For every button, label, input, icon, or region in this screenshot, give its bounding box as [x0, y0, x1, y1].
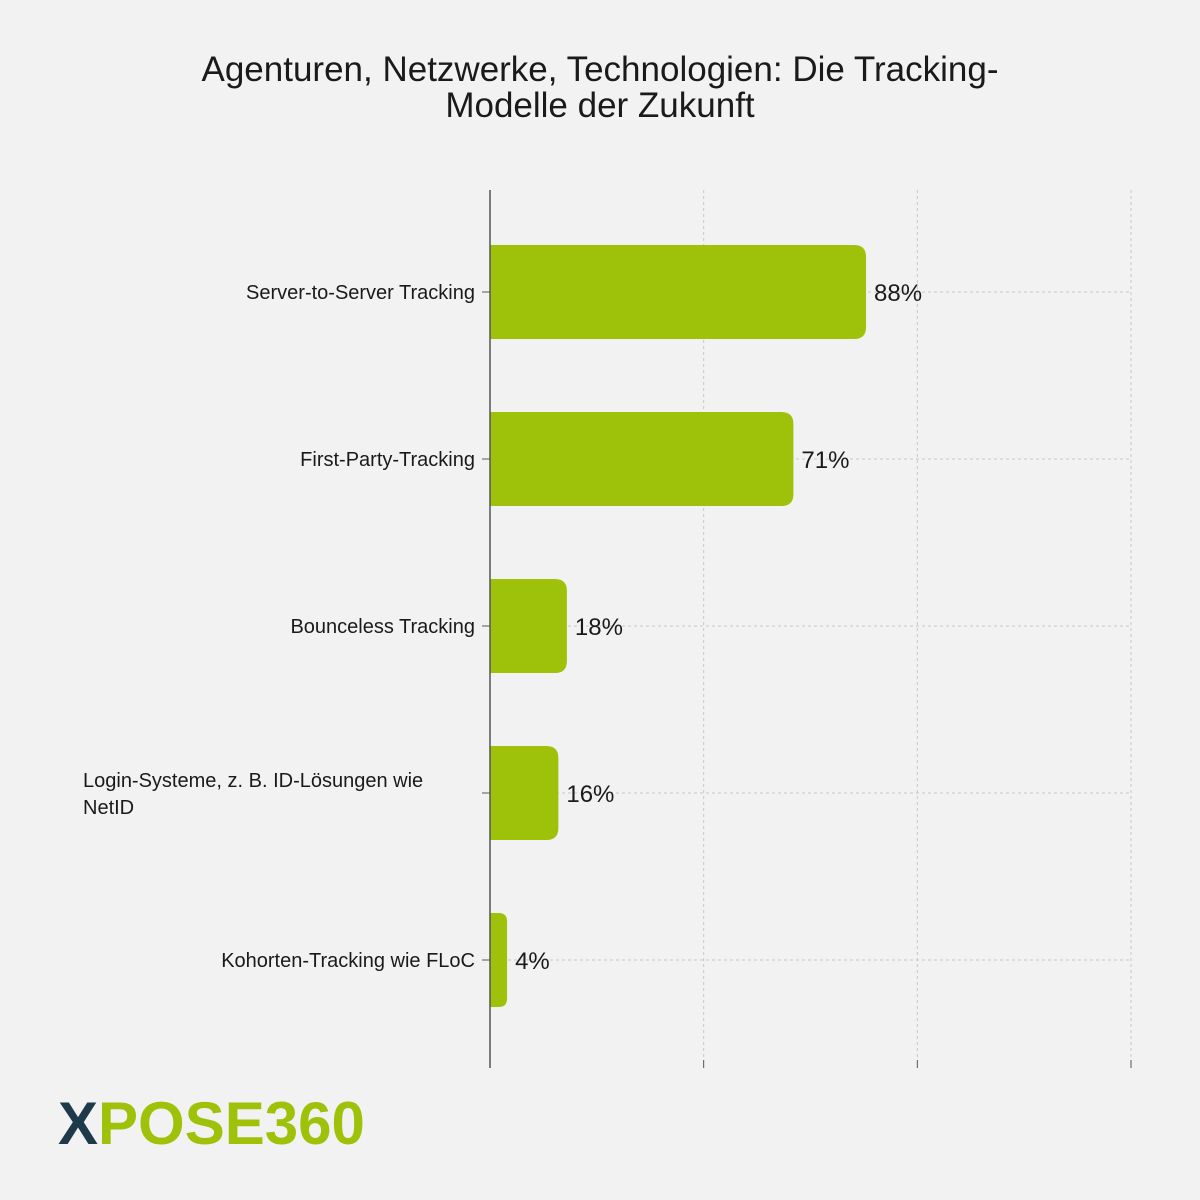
category-label: First-Party-Tracking [300, 449, 475, 471]
data-label: 16% [566, 781, 614, 808]
data-label: 88% [874, 280, 922, 307]
bars [490, 245, 867, 1007]
bar [490, 746, 559, 840]
bar [490, 412, 794, 506]
svg-text:XPOSE360: XPOSE360 [58, 1092, 365, 1157]
data-label: 4% [515, 948, 550, 975]
axes [482, 190, 1132, 1068]
data-labels: 88% 71% 18% 16% 4% [515, 280, 922, 975]
xpose360-logo: XPOSE360 [58, 1092, 365, 1157]
category-label: Server-to-Server Tracking [246, 282, 475, 304]
chart-title: Agenturen, Netzwerke, Technologien: Die … [201, 50, 999, 125]
category-label: Kohorten-Tracking wie FLoC [221, 950, 475, 972]
category-label: Bounceless Tracking [290, 616, 475, 638]
data-label: 18% [575, 614, 623, 641]
category-labels: Server-to-Server Tracking First-Party-Tra… [83, 282, 475, 972]
bar [490, 245, 867, 339]
bar [490, 579, 567, 673]
category-label: Login-Systeme, z. B. ID-Lösungen wie NetI… [83, 770, 423, 819]
bar [490, 913, 508, 1007]
data-label: 71% [801, 447, 849, 474]
